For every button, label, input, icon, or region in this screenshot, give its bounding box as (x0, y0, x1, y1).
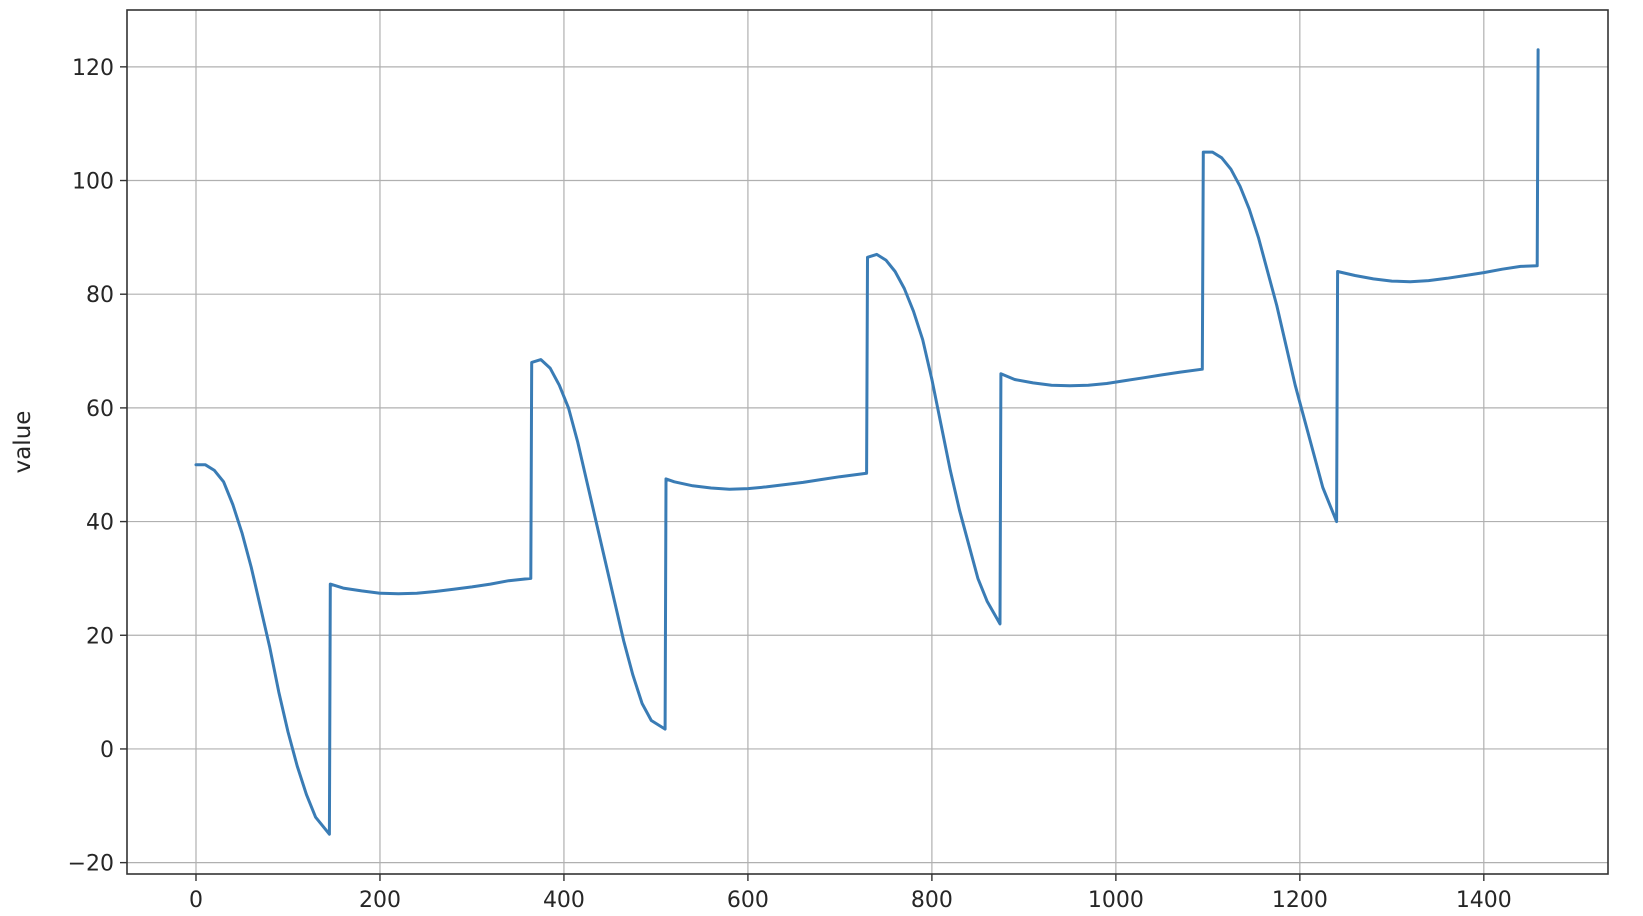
y-tick-label: −20 (68, 852, 114, 877)
x-tick-label: 600 (727, 888, 769, 911)
y-tick-label: 80 (86, 283, 114, 308)
x-tick-label: 1000 (1088, 888, 1144, 911)
x-tick-label: 1200 (1272, 888, 1328, 911)
y-tick-label: 20 (86, 624, 114, 649)
x-tick-label: 800 (911, 888, 953, 911)
x-tick-label: 400 (543, 888, 585, 911)
series-line (194, 48, 1540, 836)
y-axis-label: value (10, 411, 36, 474)
y-tick-label: 60 (86, 397, 114, 422)
y-tick-label: 120 (72, 56, 114, 81)
x-tick-label: 1400 (1456, 888, 1512, 911)
y-tick-label: 100 (72, 170, 114, 195)
axes-frame (126, 9, 1609, 875)
ticks-layer: 0 200 400 600 800 1000 1200 1400 −20 0 20 40 60 80 100… (68, 56, 1512, 913)
series-layer (194, 48, 1540, 836)
y-tick-label: 0 (100, 738, 114, 763)
x-tick-label: 0 (189, 888, 203, 911)
y-tick-label: 40 (86, 511, 114, 536)
x-tick-label: 200 (359, 888, 401, 911)
